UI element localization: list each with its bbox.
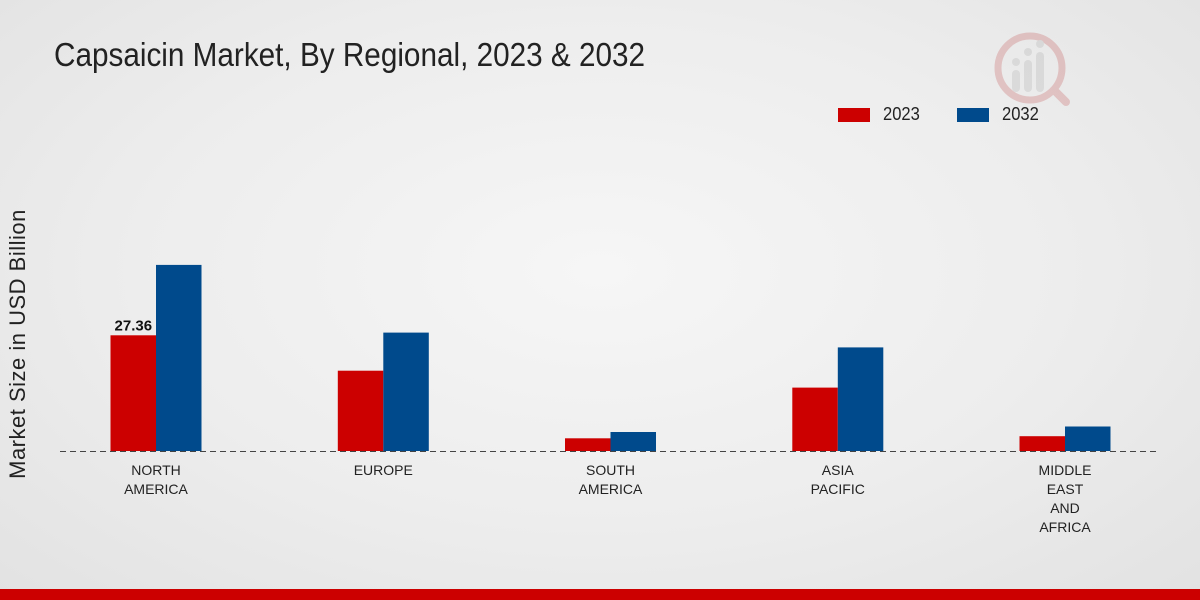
bar-2032-4 (1065, 426, 1111, 451)
legend-swatch-2023 (838, 107, 870, 122)
bar-2023-2 (565, 438, 611, 451)
legend-swatch-2032 (957, 107, 990, 122)
data-label: 27.36 (115, 317, 153, 334)
legend: 2023 2032 (838, 104, 1076, 125)
bar-2023-3 (792, 387, 838, 451)
x-tick-label: NORTH AMERICA (124, 462, 188, 497)
bar-2023-4 (1019, 436, 1065, 451)
chart-title: Capsaicin Market, By Regional, 2023 & 20… (54, 36, 646, 73)
bar-2023-0 (110, 335, 156, 451)
legend-label-2023: 2023 (883, 104, 920, 124)
bar-2032-2 (610, 432, 656, 451)
legend-item-2023: 2023 (838, 104, 923, 125)
x-tick-label: SOUTH AMERICA (578, 462, 643, 497)
watermark-logo-icon (994, 32, 1070, 106)
bar-2023-1 (337, 370, 384, 451)
x-tick-label: EUROPE (353, 462, 413, 478)
bar-2032-1 (383, 332, 429, 451)
bottom-accent-bar (0, 589, 1200, 600)
bar-2032-3 (837, 347, 884, 451)
legend-label-2032: 2032 (1002, 104, 1039, 124)
x-tick-label: MIDDLE EAST AND AFRICA (1038, 462, 1092, 535)
x-tick-label: ASIA PACIFIC (810, 462, 865, 497)
bar-2032-0 (156, 264, 202, 451)
legend-item-2032: 2032 (957, 104, 1042, 125)
